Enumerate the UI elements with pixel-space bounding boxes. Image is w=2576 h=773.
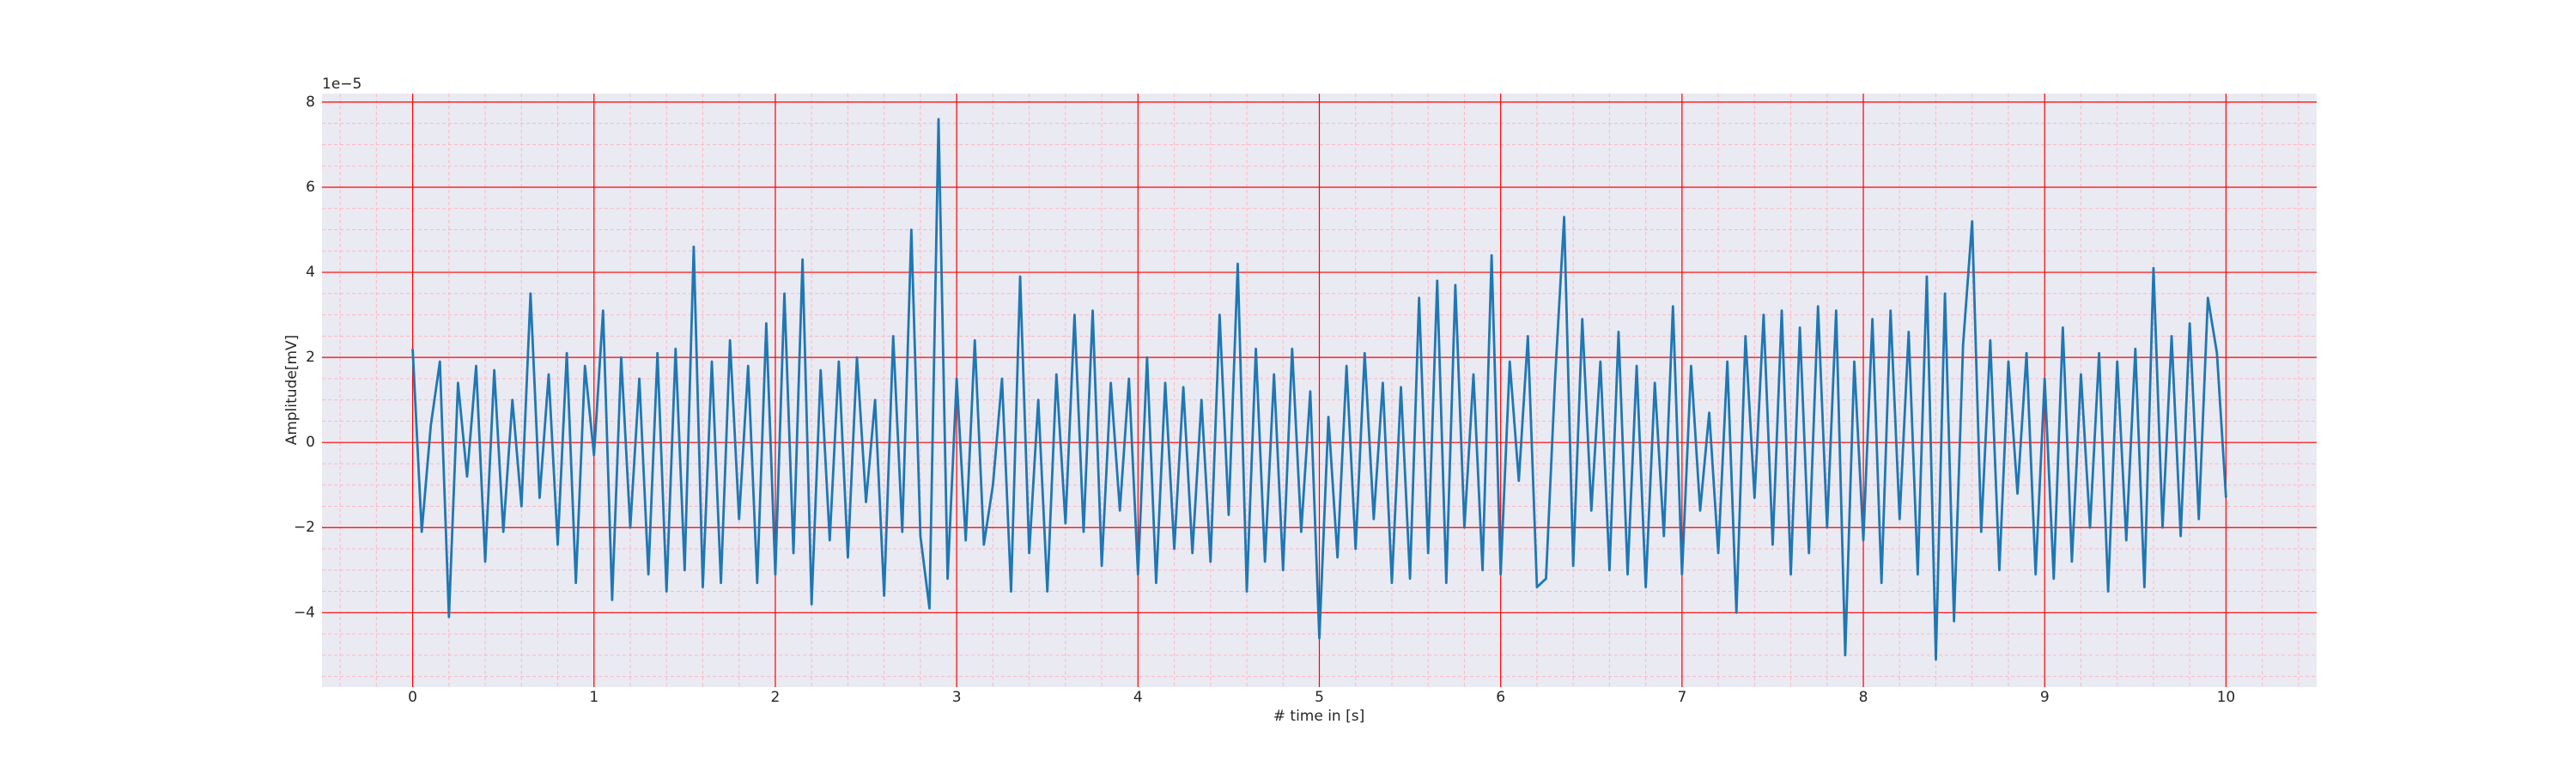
signal-line (411, 118, 2227, 661)
x-tick-label: 0 (408, 689, 417, 706)
y-tick-label: −2 (294, 519, 315, 536)
x-axis-label: # time in [s] (1273, 708, 1364, 725)
x-tick-label: 5 (1315, 689, 1324, 706)
x-tick-label: 3 (952, 689, 962, 706)
y-tick-label: −4 (294, 604, 315, 621)
x-tick-label: 1 (589, 689, 598, 706)
y-tick-label: 8 (306, 94, 315, 111)
y-tick-label: 6 (306, 179, 315, 196)
x-tick-label: 10 (2217, 689, 2236, 706)
x-tick-label: 6 (1496, 689, 1505, 706)
y-axis-label: Amplitude[mV] (283, 335, 301, 446)
y-tick-label: 2 (306, 349, 315, 366)
x-tick-label: 4 (1133, 689, 1143, 706)
x-tick-label: 8 (1859, 689, 1868, 706)
x-tick-label: 9 (2040, 689, 2050, 706)
y-offset-label: 1e−5 (322, 76, 361, 93)
y-tick-label: 0 (306, 434, 315, 451)
x-tick-label: 2 (771, 689, 781, 706)
y-tick-label: 4 (306, 264, 315, 281)
x-tick-label: 7 (1677, 689, 1686, 706)
